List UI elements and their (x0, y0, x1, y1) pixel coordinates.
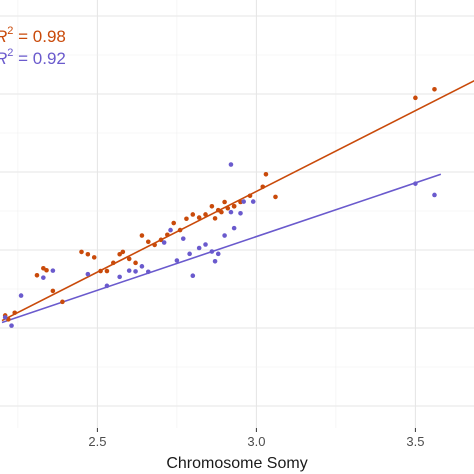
data-point-series-2 (228, 162, 234, 167)
data-point-series-2 (228, 209, 234, 215)
data-point-series-1 (273, 194, 278, 200)
data-point-series-1 (177, 227, 183, 233)
data-point-series-2 (209, 249, 215, 254)
data-point-series-1 (91, 255, 97, 260)
data-point-series-1 (79, 249, 84, 255)
x-tick-label: 3.0 (247, 434, 265, 449)
data-point-series-2 (180, 236, 186, 241)
data-point-series-1 (34, 273, 40, 278)
data-point-series-1 (120, 249, 126, 255)
data-point-series-1 (44, 267, 49, 273)
data-point-series-2 (126, 268, 132, 273)
data-point-series-1 (104, 268, 110, 274)
data-point-series-2 (196, 245, 202, 251)
data-point-series-1 (158, 237, 164, 243)
data-point-series-2 (190, 273, 196, 279)
data-point-series-2 (203, 242, 208, 247)
data-point-series-2 (133, 269, 138, 274)
data-point-series-2 (139, 264, 145, 269)
data-point-series-1 (165, 232, 170, 238)
data-point-series-1 (50, 288, 56, 294)
data-point-series-1 (152, 242, 157, 248)
data-point-series-1 (260, 184, 266, 190)
data-point-series-1 (212, 216, 218, 221)
data-point-series-1 (184, 216, 189, 222)
plot-panel (0, 0, 474, 428)
data-point-series-1 (12, 310, 18, 316)
data-point-series-2 (241, 199, 246, 204)
fit-line-1 (1, 80, 474, 322)
data-point-series-1 (171, 220, 177, 226)
data-point-series-2 (187, 251, 192, 257)
r2-letter: R (0, 49, 7, 68)
grid-lines (0, 0, 474, 428)
r2-value: = 0.98 (13, 27, 65, 46)
data-points (2, 86, 437, 328)
data-point-series-1 (219, 209, 224, 215)
data-point-series-2 (222, 233, 227, 238)
data-point-series-2 (174, 258, 180, 263)
data-point-series-1 (60, 299, 65, 305)
data-point-series-2 (413, 181, 418, 186)
data-point-series-1 (133, 260, 138, 266)
data-point-series-1 (247, 193, 253, 199)
data-point-series-2 (238, 211, 243, 216)
data-point-series-1 (203, 212, 208, 217)
r2-letter: R (0, 27, 7, 46)
data-point-series-2 (2, 315, 8, 320)
r2-annotation-orange: R2 = 0.98 (0, 25, 66, 46)
x-axis-ticks: 2.5 3.0 3.5 (88, 428, 424, 449)
data-point-series-1 (231, 203, 237, 209)
data-point-series-2 (104, 283, 110, 289)
data-point-series-2 (250, 199, 256, 204)
data-point-series-1 (111, 260, 116, 266)
data-point-series-2 (231, 225, 237, 231)
data-point-series-1 (209, 203, 215, 209)
data-point-series-2 (85, 271, 91, 277)
data-point-series-1 (263, 172, 269, 177)
data-point-series-1 (190, 212, 196, 217)
data-point-series-2 (161, 240, 167, 245)
data-point-series-2 (168, 227, 173, 233)
data-point-series-2 (432, 192, 437, 198)
x-tick-label: 2.5 (88, 434, 106, 449)
x-axis-title: Chromosome Somy (166, 455, 307, 472)
data-point-series-2 (212, 258, 218, 264)
fit-line-2 (1, 173, 442, 324)
r2-superscript: 2 (7, 47, 13, 59)
data-point-series-2 (50, 268, 56, 273)
data-point-series-1 (222, 199, 227, 205)
r2-superscript: 2 (7, 25, 13, 37)
data-point-series-2 (9, 323, 14, 328)
data-point-series-2 (18, 293, 24, 298)
r2-value: = 0.92 (13, 49, 65, 68)
x-tick-label: 3.5 (406, 434, 424, 449)
data-point-series-1 (196, 215, 202, 220)
fit-lines (1, 80, 474, 324)
data-point-series-1 (117, 251, 122, 257)
data-point-series-1 (98, 268, 103, 274)
r2-annotation-blue: R2 = 0.92 (0, 47, 66, 68)
data-point-series-2 (41, 275, 46, 280)
data-point-series-1 (85, 251, 91, 257)
data-point-series-1 (432, 86, 437, 92)
data-point-series-1 (139, 233, 145, 238)
data-point-series-1 (225, 205, 231, 211)
data-point-series-1 (145, 239, 151, 245)
data-point-series-1 (413, 95, 418, 101)
data-point-series-2 (215, 251, 221, 257)
data-point-series-2 (145, 269, 151, 275)
data-point-series-1 (126, 256, 132, 262)
data-point-series-2 (117, 274, 122, 280)
